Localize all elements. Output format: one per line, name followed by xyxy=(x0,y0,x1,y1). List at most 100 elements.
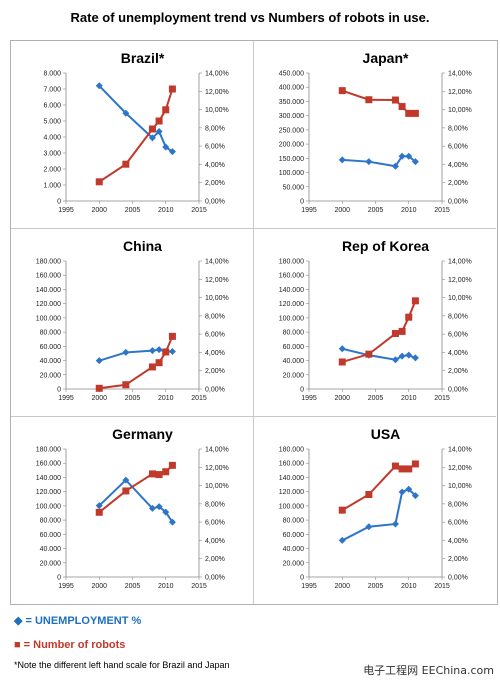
left-tick-label: 40.000 xyxy=(40,358,62,365)
left-tick-label: 140.000 xyxy=(36,475,61,482)
right-tick-label: 8,00% xyxy=(448,313,468,320)
x-tick-label: 1995 xyxy=(301,583,317,590)
left-tick-label: 180.000 xyxy=(36,259,61,266)
robots-point xyxy=(95,178,103,186)
right-tick-label: 8,00% xyxy=(205,501,225,508)
unemployment-point xyxy=(155,128,163,136)
chart-panel-japan: Japan* 0 50.000 100.000 150.000 200.000 250.00… xyxy=(254,41,496,229)
chart-title: USA xyxy=(371,426,401,442)
left-tick-label: 60.000 xyxy=(283,344,305,351)
left-tick-label: 160.000 xyxy=(279,273,304,280)
unemployment-series-line xyxy=(341,488,417,542)
chart-japan: Japan* 0 50.000 100.000 150.000 200.000 250.00… xyxy=(279,50,472,214)
robots-point xyxy=(411,109,419,117)
x-tick-label: 2015 xyxy=(434,395,450,402)
right-tick-label: 0,00% xyxy=(448,199,468,206)
robots-point xyxy=(155,117,163,125)
right-tick-label: 4,00% xyxy=(448,538,468,545)
robots-point xyxy=(405,465,413,473)
unemployment-point xyxy=(365,158,373,166)
robots-point xyxy=(162,348,170,356)
robots-point xyxy=(168,85,176,93)
left-tick-label: 100.000 xyxy=(36,315,61,322)
legend-unemployment-label: = UNEMPLOYMENT % xyxy=(25,615,142,627)
left-tick-label: 140.000 xyxy=(279,287,304,294)
unemployment-point xyxy=(411,492,419,500)
robots-point xyxy=(365,350,373,358)
left-tick-label: 160.000 xyxy=(36,273,61,280)
robots-point xyxy=(391,96,399,104)
x-tick-label: 1995 xyxy=(301,395,317,402)
unemployment-series-line xyxy=(342,155,417,168)
robots-point xyxy=(398,327,406,335)
left-tick-label: 180.000 xyxy=(279,259,304,266)
x-tick-label: 2005 xyxy=(125,583,141,590)
unemployment-point xyxy=(405,152,413,160)
left-tick-label: 1.000 xyxy=(43,183,61,190)
left-tick-label: 0 xyxy=(300,387,304,394)
right-tick-label: 14,00% xyxy=(448,71,472,78)
right-tick-label: 0,00% xyxy=(205,199,225,206)
left-tick-label: 180.000 xyxy=(279,447,304,454)
unemployment-point xyxy=(168,148,176,156)
right-tick-label: 2,00% xyxy=(448,368,468,375)
watermark: 电子工程网 EEChina.com xyxy=(363,664,494,677)
right-tick-label: 2,00% xyxy=(205,180,225,187)
left-tick-label: 250.000 xyxy=(279,127,304,134)
robots-point xyxy=(122,160,130,168)
left-tick-label: 50.000 xyxy=(283,184,305,191)
right-tick-label: 12,00% xyxy=(205,277,229,284)
left-tick-label: 120.000 xyxy=(279,489,304,496)
right-tick-label: 10,00% xyxy=(205,107,229,114)
unemployment-point xyxy=(148,504,156,512)
chart-panel-china: China 0 20.000 40.000 60.000 80.000 100.000 120… xyxy=(11,229,254,417)
robots-point xyxy=(155,471,163,479)
chart-title: Rep of Korea xyxy=(342,238,429,254)
x-tick-label: 2005 xyxy=(125,395,141,402)
left-tick-label: 40.000 xyxy=(283,358,305,365)
x-tick-label: 2005 xyxy=(368,583,384,590)
robots-point xyxy=(365,491,373,499)
right-tick-label: 8,00% xyxy=(205,313,225,320)
robots-point xyxy=(162,468,170,476)
x-tick-label: 2000 xyxy=(91,395,107,402)
left-tick-label: 80.000 xyxy=(40,330,62,337)
left-tick-label: 40.000 xyxy=(283,546,305,553)
x-tick-label: 1995 xyxy=(58,395,74,402)
right-tick-label: 10,00% xyxy=(448,107,472,114)
left-tick-label: 0 xyxy=(57,199,61,206)
robots-point xyxy=(398,103,406,111)
left-tick-label: 40.000 xyxy=(40,546,62,553)
unemployment-point xyxy=(338,536,346,544)
right-tick-label: 6,00% xyxy=(205,332,225,339)
left-tick-label: 20.000 xyxy=(40,560,62,567)
left-tick-label: 300.000 xyxy=(279,113,304,120)
right-tick-label: 4,00% xyxy=(205,162,225,169)
chart-panel-brazil: Brazil* 0 1.000 2.000 3.000 4.000 5.000 6.000 7.… xyxy=(11,41,254,229)
left-tick-label: 60.000 xyxy=(40,344,62,351)
right-tick-label: 8,00% xyxy=(448,125,468,132)
left-tick-label: 8.000 xyxy=(43,71,61,78)
chart-grid: Brazil* 0 1.000 2.000 3.000 4.000 5.000 6.000 7.… xyxy=(10,40,498,605)
left-tick-label: 0 xyxy=(57,387,61,394)
diamond-marker-icon: ◆ xyxy=(14,615,23,627)
x-tick-label: 1995 xyxy=(58,583,74,590)
chart-panel-germany: Germany 0 20.000 40.000 60.000 80.000 100.000 1… xyxy=(11,417,254,604)
x-tick-label: 2000 xyxy=(334,395,350,402)
right-tick-label: 10,00% xyxy=(205,295,229,302)
robots-point xyxy=(405,109,413,117)
right-tick-label: 8,00% xyxy=(205,125,225,132)
right-tick-label: 12,00% xyxy=(448,89,472,96)
robots-point xyxy=(168,461,176,469)
chart-germany: Germany 0 20.000 40.000 60.000 80.000 100.000 1… xyxy=(36,426,229,590)
right-tick-label: 0,00% xyxy=(448,387,468,394)
unemployment-point xyxy=(398,488,406,496)
x-tick-label: 2000 xyxy=(91,583,107,590)
unemployment-point xyxy=(411,158,419,166)
left-tick-label: 3.000 xyxy=(43,151,61,158)
left-tick-label: 100.000 xyxy=(279,315,304,322)
robots-point xyxy=(162,106,170,114)
right-tick-label: 4,00% xyxy=(448,162,468,169)
page-title: Rate of unemployment trend vs Numbers of… xyxy=(70,10,430,25)
left-tick-label: 100.000 xyxy=(36,503,61,510)
